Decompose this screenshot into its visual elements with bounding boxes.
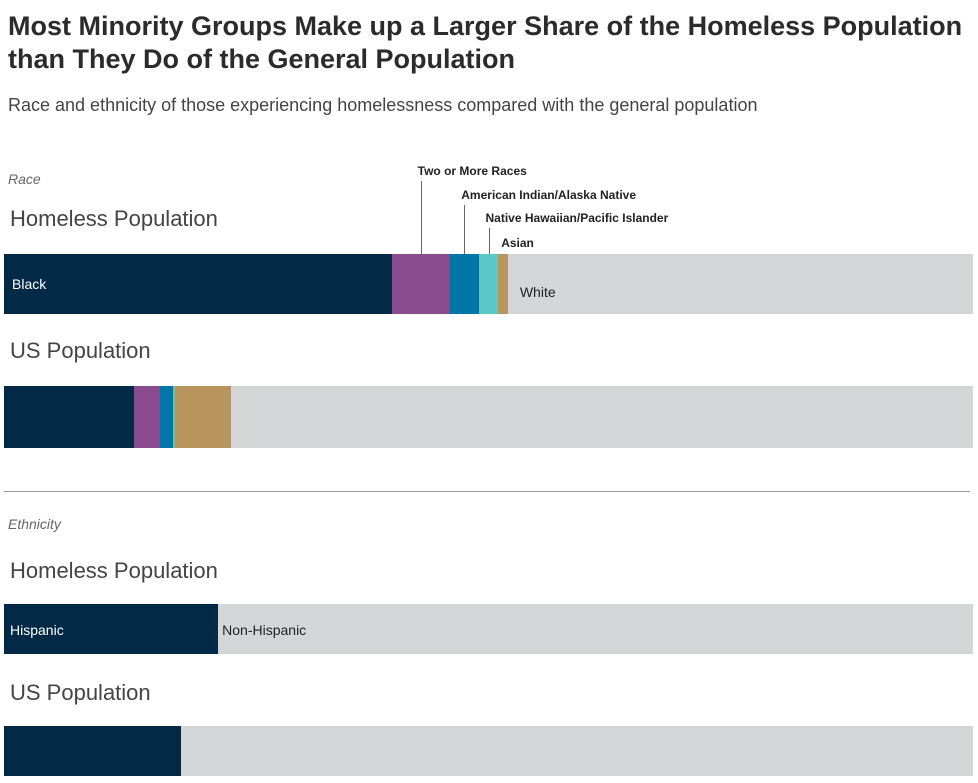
segment-label-white: White (519, 284, 556, 300)
ethnicity-homeless-bar: Hispanic Non-Hispanic (4, 604, 973, 654)
leader-line-native-hawaiian-pacific-islander (488, 228, 490, 254)
race-us-bar (4, 386, 973, 448)
race-homeless-bar: Black White (4, 254, 973, 314)
bar-segment-white (230, 386, 973, 448)
annotation-asian: Asian (501, 236, 534, 250)
section-label-race: Race (8, 171, 41, 187)
bar-segment-non-hispanic (181, 726, 973, 776)
race-us-label: US Population (10, 338, 151, 363)
race-homeless-label: Homeless Population (10, 206, 218, 231)
bar-segment-asian (174, 386, 231, 448)
segment-label-black: Black (12, 276, 47, 292)
section-divider (4, 491, 970, 492)
annotation-native-hawaiian-pacific-islander: Native Hawaiian/Pacific Islander (485, 211, 669, 225)
bar-segment-black (4, 386, 134, 448)
bar-segment-two-or-more-races (391, 254, 450, 314)
bar-segment-hispanic: Hispanic (4, 604, 219, 654)
segment-label-hispanic: Hispanic (10, 622, 64, 638)
bar-segment-white: White (507, 254, 973, 314)
annotation-two-or-more-races: Two or More Races (417, 164, 527, 178)
bar-segment-american-indian-alaska-native (449, 254, 479, 314)
bar-segment-native-hawaiian-pacific-islander (478, 254, 499, 314)
bar-segment-asian (498, 254, 508, 314)
bar-segment-native-hawaiian-pacific-islander (172, 386, 175, 448)
ethnicity-us-bar (4, 726, 973, 776)
chart-subtitle: Race and ethnicity of those experiencing… (8, 95, 758, 115)
section-label-ethnicity: Ethnicity (8, 516, 61, 532)
ethnicity-homeless-label: Homeless Population (10, 558, 218, 583)
annotation-american-indian-alaska-native: American Indian/Alaska Native (461, 188, 637, 202)
leader-line-american-indian-alaska-native (464, 205, 466, 254)
leader-line-two-or-more-races (420, 181, 422, 254)
ethnicity-us-label: US Population (10, 680, 151, 705)
bar-segment-black: Black (4, 254, 392, 314)
bar-segment-non-hispanic: Non-Hispanic (218, 604, 973, 654)
chart-title: Most Minority Groups Make up a Larger Sh… (8, 11, 963, 74)
bar-segment-two-or-more-races (133, 386, 160, 448)
bar-segment-american-indian-alaska-native (160, 386, 173, 448)
segment-label-non-hispanic: Non-Hispanic (222, 622, 307, 638)
bar-segment-hispanic (4, 726, 182, 776)
